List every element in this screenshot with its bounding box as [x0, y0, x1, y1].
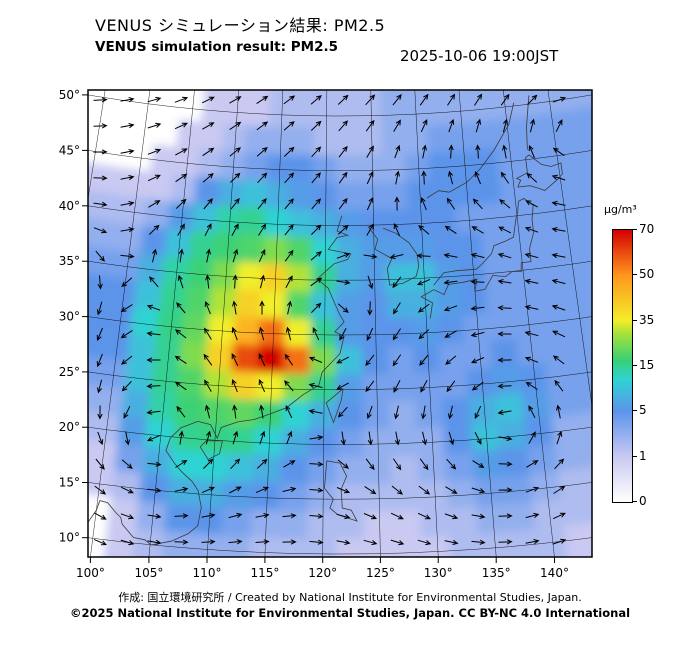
lat-tick-label: 25° — [59, 365, 80, 379]
lon-tick-label: 135° — [482, 566, 511, 580]
lon-tick-label: 125° — [366, 566, 395, 580]
lat-tick-label: 20° — [59, 420, 80, 434]
lon-tick-label: 120° — [308, 566, 337, 580]
footer-license-line: ©2025 National Institute for Environment… — [69, 606, 631, 620]
lon-tick-label: 140° — [540, 566, 569, 580]
colorbar-tick-label: 35 — [639, 313, 655, 327]
lon-tick-label: 105° — [134, 566, 163, 580]
footer-credit-line: 作成: 国立環境研究所 / Created by National Instit… — [118, 591, 582, 604]
lon-tick-label: 115° — [250, 566, 279, 580]
colorbar-tick-label: 5 — [639, 403, 647, 417]
colorbar-unit-label: µg/m³ — [604, 203, 637, 216]
colorbar-tick-mark — [632, 274, 637, 275]
lat-tick-label: 10° — [59, 531, 80, 545]
colorbar-tick-mark — [632, 229, 637, 230]
lat-tick-label: 50° — [59, 88, 80, 102]
colorbar-tick-label: 50 — [639, 267, 655, 281]
lon-tick-label: 110° — [193, 566, 222, 580]
lon-tick-label: 100° — [76, 566, 105, 580]
page-title-japanese: VENUS シミュレーション結果: PM2.5 — [95, 16, 386, 35]
map-frame — [87, 89, 593, 558]
colorbar-tick-mark — [632, 365, 637, 366]
lat-tick-label: 15° — [59, 476, 80, 490]
colorbar-tick-mark — [632, 320, 637, 321]
page-title-english: VENUS simulation result: PM2.5 — [95, 39, 338, 55]
lat-tick-label: 40° — [59, 199, 80, 213]
colorbar-tick-label: 1 — [639, 449, 647, 463]
graticule-layer — [88, 90, 592, 557]
colorbar-tick-label: 15 — [639, 358, 655, 372]
colorbar-gradient — [612, 229, 633, 503]
colorbar-tick-mark — [632, 410, 637, 411]
lat-tick-label: 30° — [59, 310, 80, 324]
coastline-layer — [88, 95, 563, 546]
wind-arrow-layer — [93, 93, 567, 546]
colorbar-tick-mark — [632, 501, 637, 502]
timestamp-label: 2025-10-06 19:00JST — [400, 47, 559, 65]
colorbar-tick-mark — [632, 456, 637, 457]
colorbar-tick-label: 0 — [639, 494, 647, 508]
colorbar-tick-label: 70 — [639, 222, 655, 236]
lat-tick-label: 35° — [59, 254, 80, 268]
axis-labels: 50° 45° 40° 35° 30° 25° 20° 15° 10° 100° 105° 110° 1… — [59, 88, 569, 580]
lon-tick-label: 130° — [424, 566, 453, 580]
lat-tick-label: 45° — [59, 143, 80, 157]
